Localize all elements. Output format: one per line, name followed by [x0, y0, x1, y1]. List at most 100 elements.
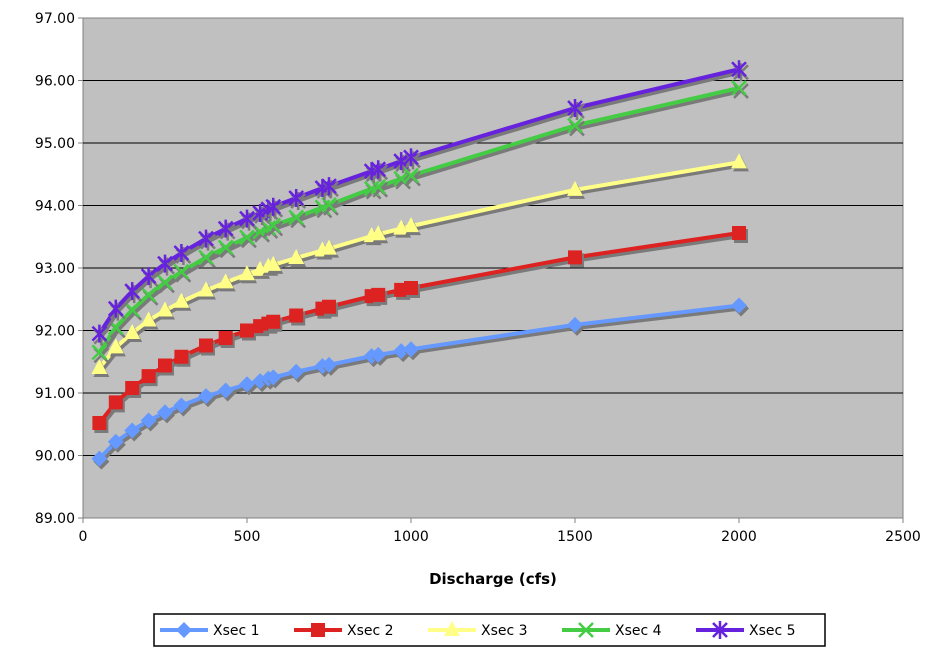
legend-swatch-marker	[311, 623, 325, 637]
data-point	[288, 209, 305, 226]
legend-label: Xsec 2	[347, 623, 394, 639]
data-point	[265, 255, 282, 271]
data-point	[217, 382, 234, 399]
data-point	[140, 286, 157, 303]
data-point	[370, 225, 387, 241]
legend-item-3: Xsec 3	[428, 621, 528, 639]
x-tick-label: 2000	[721, 529, 757, 545]
y-axis-ticks: 89.00 90.00 91.00 92.00 93.00 94.00 95.00 96.00…	[35, 11, 83, 527]
legend-swatch-marker	[176, 622, 192, 638]
data-point	[731, 80, 747, 96]
data-point	[239, 265, 255, 281]
data-point	[198, 388, 214, 405]
data-point	[91, 324, 108, 343]
series-4	[91, 80, 749, 364]
data-point	[140, 412, 157, 429]
data-point	[107, 433, 124, 450]
data-point	[140, 311, 157, 327]
data-point	[173, 292, 190, 308]
legend-swatch-marker	[578, 622, 594, 638]
data-point	[731, 297, 747, 314]
data-point	[91, 450, 108, 467]
data-point	[157, 404, 173, 421]
data-point	[198, 229, 214, 248]
data-point	[288, 363, 305, 380]
data-point	[321, 177, 337, 196]
data-point	[125, 381, 140, 395]
data-point	[370, 160, 387, 179]
data-point	[239, 376, 255, 393]
data-point	[289, 308, 304, 323]
legend-swatch-marker	[712, 621, 728, 639]
data-point	[173, 263, 190, 280]
data-point	[239, 229, 255, 246]
data-point	[217, 239, 234, 256]
data-point	[158, 358, 172, 373]
data-point	[288, 189, 305, 207]
legend-item-2: Xsec 2	[294, 623, 394, 639]
data-point	[393, 170, 410, 187]
y-tick-label: 93.00	[35, 261, 75, 277]
x-axis-title: Discharge (cfs)	[429, 570, 557, 588]
data-point	[260, 220, 277, 236]
series-layer	[91, 60, 749, 470]
data-point	[567, 117, 583, 134]
data-point	[108, 395, 123, 410]
legend: Xsec 1 Xsec 2 Xsec 3 Xsec 4 Xsec 5	[153, 613, 826, 647]
data-point	[140, 267, 157, 286]
x-tick-label: 0	[79, 529, 88, 545]
data-point	[321, 356, 337, 373]
data-point	[124, 422, 141, 439]
legend-label: Xsec 3	[481, 623, 528, 639]
data-point	[107, 299, 124, 318]
legend-label: Xsec 1	[213, 623, 260, 639]
data-point	[107, 338, 124, 354]
data-point	[403, 217, 419, 233]
x-axis-ticks: 0 500 1000 1500 2000 2500	[79, 518, 921, 545]
y-tick-label: 95.00	[35, 136, 75, 152]
data-point	[322, 299, 336, 314]
y-tick-label: 90.00	[35, 449, 75, 465]
data-point	[371, 287, 386, 302]
data-point	[198, 281, 214, 297]
data-point	[157, 274, 173, 291]
legend-swatch-marker	[444, 621, 460, 636]
data-point	[141, 369, 156, 384]
x-tick-label: 1000	[393, 529, 429, 545]
data-point	[91, 359, 108, 374]
data-point	[173, 244, 190, 262]
legend-item-1: Xsec 1	[160, 622, 260, 639]
series-3	[91, 153, 749, 377]
data-point	[91, 344, 108, 361]
y-tick-label: 89.00	[35, 511, 75, 527]
y-tick-label: 91.00	[35, 386, 75, 402]
data-point	[173, 397, 190, 414]
data-point	[174, 349, 189, 364]
data-point	[266, 314, 281, 329]
y-tick-label: 97.00	[35, 11, 75, 27]
series-5	[91, 60, 749, 346]
data-point	[198, 249, 214, 266]
legend-label: Xsec 4	[615, 623, 662, 639]
data-point	[217, 219, 234, 238]
data-point	[157, 301, 173, 317]
y-tick-label: 94.00	[35, 199, 75, 215]
data-point	[265, 369, 282, 386]
data-point	[157, 254, 173, 273]
data-point	[567, 316, 583, 333]
data-point	[239, 209, 255, 228]
data-point	[731, 60, 747, 79]
data-point	[218, 331, 233, 345]
data-point	[567, 180, 583, 196]
data-point	[124, 282, 141, 301]
data-point	[265, 197, 282, 216]
data-point	[403, 167, 419, 184]
data-point	[288, 249, 305, 264]
data-point	[321, 196, 337, 213]
data-point	[732, 226, 746, 240]
x-tick-label: 500	[234, 529, 261, 545]
data-point	[731, 153, 747, 169]
data-point	[321, 239, 337, 255]
data-point	[92, 416, 107, 430]
